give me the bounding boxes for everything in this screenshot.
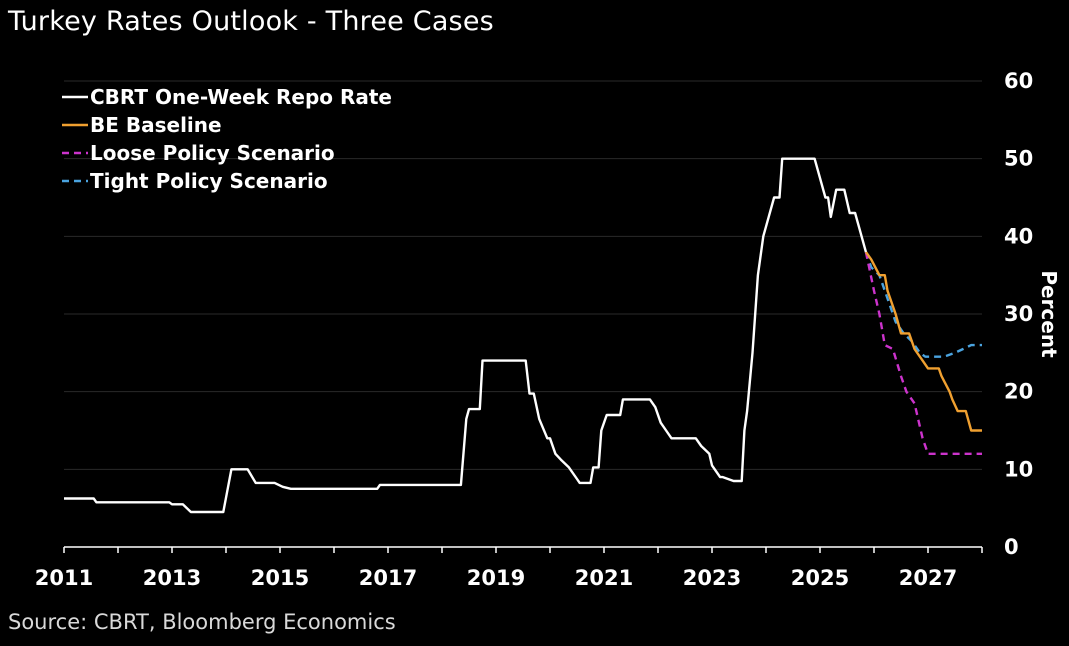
y-tick-label: 30 bbox=[1004, 302, 1033, 326]
y-axis-title: Percent bbox=[1037, 270, 1061, 358]
x-axis: 2011 2013 2015 2017 2019 2021 2023 2025 2027 bbox=[35, 546, 983, 590]
series-line-loose-policy-scenario bbox=[864, 251, 982, 455]
source-note: Source: CBRT, Bloomberg Economics bbox=[8, 610, 396, 634]
y-axis: 0 10 20 30 40 50 60 bbox=[1004, 69, 1033, 559]
x-tick-label: 2013 bbox=[143, 566, 201, 590]
legend-label: Tight Policy Scenario bbox=[90, 169, 328, 193]
x-tick-label: 2023 bbox=[683, 566, 741, 590]
series-lines bbox=[64, 157, 982, 514]
y-tick-label: 10 bbox=[1004, 457, 1033, 481]
x-tick-label: 2015 bbox=[251, 566, 309, 590]
y-tick-label: 40 bbox=[1004, 224, 1033, 248]
chart-title: Turkey Rates Outlook - Three Cases bbox=[8, 6, 494, 37]
x-tick-label: 2027 bbox=[899, 566, 957, 590]
y-tick-label: 0 bbox=[1004, 535, 1019, 559]
legend-label: BE Baseline bbox=[90, 113, 222, 137]
y-tick-label: 60 bbox=[1004, 69, 1033, 93]
y-tick-label: 20 bbox=[1004, 380, 1033, 404]
y-tick-label: 50 bbox=[1004, 147, 1033, 171]
x-tick-label: 2019 bbox=[467, 566, 525, 590]
x-tick-label: 2025 bbox=[791, 566, 849, 590]
grid-lines bbox=[64, 80, 982, 470]
legend-label: Loose Policy Scenario bbox=[90, 141, 335, 165]
x-tick-label: 2011 bbox=[35, 566, 93, 590]
series-line-cbrt-one-week-repo-rate bbox=[64, 157, 868, 514]
legend: CBRT One-Week Repo Rate BE Baseline Loose … bbox=[62, 85, 392, 193]
x-tick-label: 2021 bbox=[575, 566, 633, 590]
series-line-tight-policy-scenario bbox=[864, 251, 982, 358]
series-line-be-baseline bbox=[864, 251, 982, 432]
legend-label: CBRT One-Week Repo Rate bbox=[90, 85, 392, 109]
x-tick-label: 2017 bbox=[359, 566, 417, 590]
